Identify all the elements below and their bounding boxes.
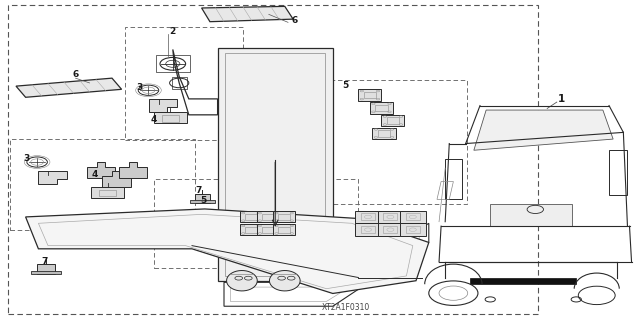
- Bar: [355, 223, 381, 236]
- Bar: [378, 130, 390, 137]
- Polygon shape: [26, 209, 429, 293]
- Bar: [257, 224, 278, 235]
- Bar: [8, 5, 538, 314]
- Text: 6: 6: [291, 16, 298, 25]
- Polygon shape: [490, 204, 572, 226]
- Bar: [383, 226, 397, 233]
- Polygon shape: [269, 271, 300, 291]
- Bar: [156, 55, 190, 72]
- Polygon shape: [227, 271, 257, 291]
- Bar: [37, 264, 55, 274]
- Text: 6: 6: [72, 70, 79, 79]
- Text: XT2A1F0310: XT2A1F0310: [321, 303, 370, 312]
- Bar: [240, 211, 262, 222]
- Bar: [378, 223, 403, 236]
- Bar: [387, 117, 399, 124]
- Polygon shape: [102, 171, 131, 187]
- Bar: [195, 194, 210, 203]
- Bar: [245, 214, 257, 220]
- Bar: [406, 213, 420, 220]
- Bar: [355, 211, 381, 223]
- Polygon shape: [119, 162, 147, 178]
- Text: 1: 1: [558, 94, 566, 104]
- Bar: [372, 128, 396, 139]
- Bar: [378, 211, 403, 223]
- Bar: [361, 213, 375, 220]
- Bar: [273, 211, 295, 222]
- Text: 7: 7: [195, 186, 202, 195]
- Bar: [10, 139, 195, 230]
- Bar: [358, 89, 381, 101]
- Text: 3: 3: [24, 154, 30, 163]
- Text: 2: 2: [170, 27, 176, 36]
- Polygon shape: [149, 99, 177, 112]
- Bar: [262, 227, 273, 233]
- Text: 7: 7: [42, 257, 48, 266]
- Bar: [375, 105, 388, 111]
- Text: 4: 4: [92, 170, 98, 179]
- Bar: [326, 80, 467, 204]
- Bar: [262, 214, 273, 220]
- Polygon shape: [16, 78, 122, 97]
- Bar: [190, 200, 214, 203]
- Bar: [381, 115, 404, 126]
- Text: 5: 5: [342, 81, 349, 90]
- Polygon shape: [38, 171, 67, 184]
- Bar: [278, 214, 290, 220]
- Bar: [125, 27, 243, 140]
- Polygon shape: [202, 6, 293, 22]
- Bar: [364, 92, 376, 98]
- Bar: [257, 211, 278, 222]
- Bar: [406, 226, 420, 233]
- Bar: [400, 223, 426, 236]
- Bar: [278, 227, 290, 233]
- Polygon shape: [470, 278, 576, 284]
- Bar: [383, 213, 397, 220]
- Polygon shape: [474, 110, 613, 150]
- Bar: [273, 224, 295, 235]
- Bar: [245, 227, 257, 233]
- Bar: [172, 77, 187, 89]
- Bar: [370, 102, 393, 114]
- Text: 3: 3: [136, 83, 143, 92]
- Bar: [154, 179, 358, 268]
- Polygon shape: [87, 162, 115, 178]
- Bar: [361, 226, 375, 233]
- Text: 4: 4: [150, 115, 157, 124]
- Polygon shape: [154, 112, 187, 123]
- Bar: [400, 211, 426, 223]
- Bar: [240, 224, 262, 235]
- Polygon shape: [91, 187, 124, 198]
- Bar: [31, 271, 61, 274]
- Polygon shape: [218, 48, 333, 281]
- Text: 5: 5: [200, 197, 207, 205]
